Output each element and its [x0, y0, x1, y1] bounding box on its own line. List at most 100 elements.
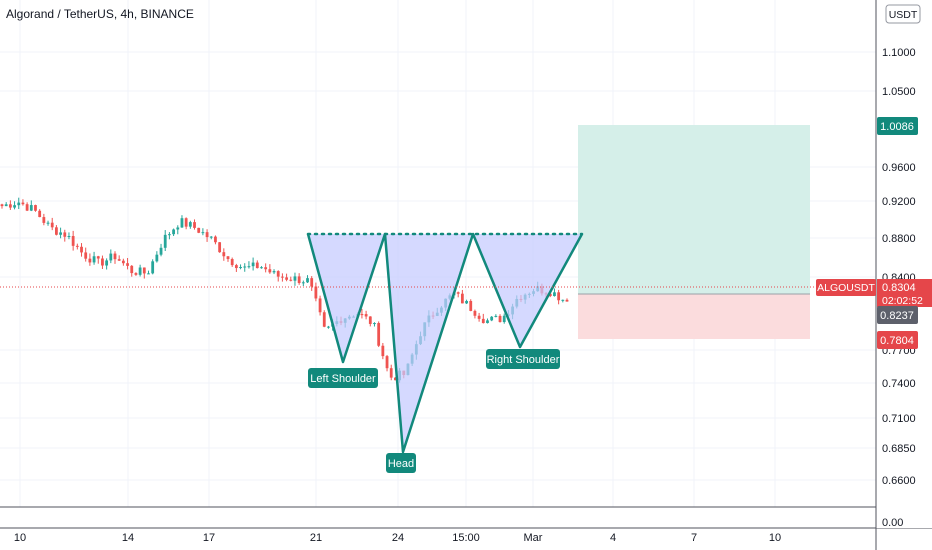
candle-body	[92, 256, 96, 263]
candle-body	[201, 232, 205, 234]
time-tick: 24	[392, 532, 404, 544]
candle-body	[460, 293, 464, 304]
candle-body	[168, 234, 171, 236]
left-shoulder-label[interactable]: Left Shoulder	[308, 368, 378, 388]
candle-body	[469, 300, 473, 311]
candle-body	[486, 320, 489, 324]
candle-body	[243, 266, 247, 268]
price-tick: 0.9200	[882, 196, 916, 208]
candle-body	[281, 276, 284, 278]
chart-title: Algorand / TetherUS, 4h, BINANCE	[6, 7, 194, 21]
candle-body	[477, 315, 481, 319]
countdown-text: 02:02:52	[882, 295, 923, 307]
symbol-text: ALGOUSDT	[817, 282, 875, 294]
right-shoulder-label[interactable]: Right Shoulder	[486, 349, 560, 369]
price-tick: 0.6600	[882, 475, 916, 487]
candle-body	[138, 267, 142, 275]
price-tick: 0.7400	[882, 378, 916, 390]
candle-body	[494, 315, 498, 317]
candle-body	[4, 204, 8, 207]
candle-body	[163, 234, 167, 248]
candle-body	[565, 299, 569, 302]
candle-body	[561, 299, 565, 301]
candle-body	[368, 316, 372, 324]
candle-body	[498, 315, 502, 323]
candle-body	[142, 267, 146, 274]
candle-body	[121, 260, 125, 264]
current-price-badge: 0.8304 02:02:52	[877, 279, 932, 307]
price-tick: 0.8800	[882, 233, 916, 245]
candle-body	[34, 205, 37, 211]
candle-body	[234, 265, 238, 269]
candle-body	[176, 227, 180, 230]
candle-body	[222, 252, 226, 257]
candle-body	[548, 293, 552, 297]
candle-body	[381, 345, 385, 357]
candle-body	[113, 253, 117, 260]
candle-body	[117, 259, 121, 261]
candle-body	[75, 245, 79, 247]
time-tick: 7	[691, 532, 697, 544]
candle-body	[209, 236, 213, 238]
candle-body	[25, 204, 29, 211]
candle-body	[314, 286, 318, 299]
candle-body	[264, 267, 268, 270]
candle-body	[214, 236, 217, 243]
pattern-outline[interactable]	[306, 232, 584, 454]
price-tick: 0.7100	[882, 413, 916, 425]
candle-body	[502, 315, 506, 323]
candle-body	[297, 276, 301, 284]
candle-body	[289, 279, 293, 281]
entry-price-text: 0.8237	[880, 310, 914, 322]
candle-body	[456, 292, 460, 294]
candle-body	[481, 318, 485, 324]
candle-body	[385, 356, 389, 369]
price-tick: 0.00	[882, 517, 903, 529]
candle-body	[80, 246, 83, 253]
candle-body	[377, 323, 381, 346]
entry-price-badge: 0.8237	[877, 306, 918, 324]
candle-body	[226, 256, 230, 260]
candle-body	[180, 218, 184, 228]
time-tick: 10	[769, 532, 781, 544]
time-tick: 17	[203, 532, 215, 544]
candle-body	[318, 298, 322, 313]
time-tick: 21	[310, 532, 322, 544]
candle-body	[101, 258, 104, 266]
candle-body	[322, 312, 326, 327]
stop-zone[interactable]	[578, 294, 810, 339]
candle-body	[50, 222, 54, 228]
candle-body	[46, 222, 50, 224]
candle-body	[247, 266, 251, 268]
candle-body	[63, 232, 67, 237]
candle-body	[21, 202, 25, 205]
time-tick: 4	[610, 532, 616, 544]
currency-label: USDT	[889, 9, 918, 21]
candle-body	[465, 300, 468, 304]
candle-body	[310, 278, 314, 287]
candle-body	[553, 292, 556, 297]
candle-body	[293, 276, 297, 281]
candle-body	[268, 269, 272, 273]
price-axis-panel[interactable]	[876, 0, 932, 528]
candle-body	[105, 260, 109, 266]
currency-button[interactable]: USDT	[885, 4, 921, 24]
target-zone[interactable]	[578, 125, 810, 294]
time-tick: Mar	[524, 532, 543, 544]
candle-body	[96, 256, 100, 259]
candle-body	[230, 259, 234, 266]
time-axis[interactable]: 10 14 17 21 24 15:00 Mar 4 7 10	[14, 532, 781, 544]
candle-body	[394, 377, 397, 381]
candle-body	[239, 267, 242, 269]
candle-body	[360, 314, 364, 316]
candle-body	[557, 292, 561, 301]
right-shoulder-text: Right Shoulder	[487, 354, 560, 366]
candle-body	[251, 262, 255, 267]
stop-price-text: 0.7804	[880, 335, 914, 347]
candle-body	[29, 205, 33, 211]
candle-body	[17, 202, 21, 206]
head-label[interactable]: Head	[386, 453, 416, 473]
candle-body	[490, 316, 494, 321]
